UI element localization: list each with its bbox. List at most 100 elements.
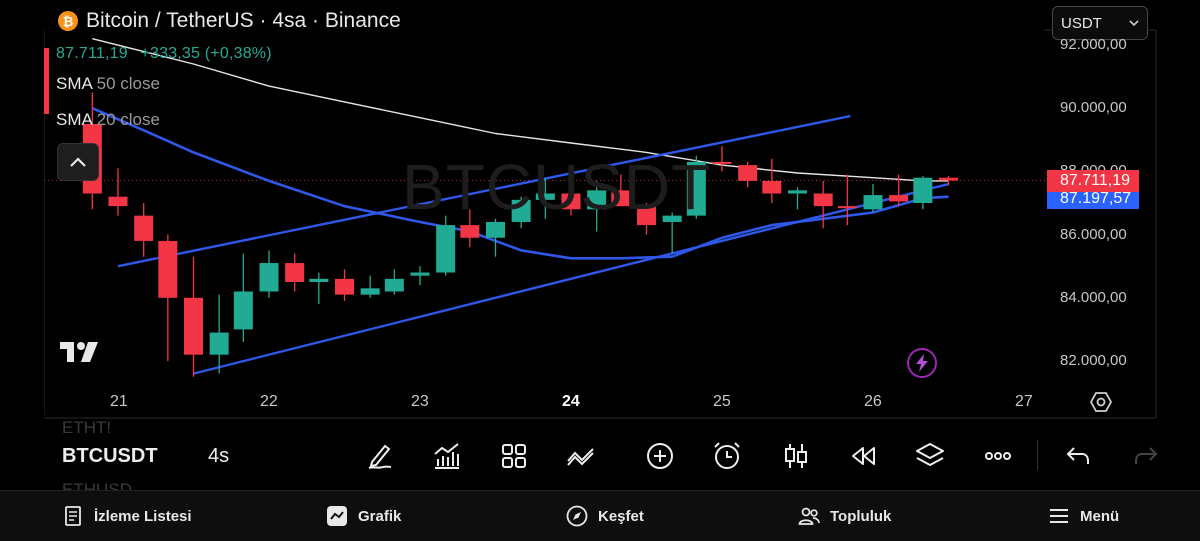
sma20-line [91,107,949,260]
chevron-down-icon [1129,20,1139,27]
candle-body-down [184,297,203,355]
price-change: +333,35 (+0,38%) [140,45,272,62]
bitcoin-icon: ₿ [58,11,78,31]
compass-icon [566,505,588,527]
collapse-indicators-button[interactable] [57,143,99,181]
indicator-name: SMA [56,74,92,93]
candle-body-up [309,278,329,282]
candle-body-down [335,278,354,295]
nav-label: Keşfet [598,507,644,525]
candle-body-down [285,263,305,282]
more-icon[interactable] [980,438,1016,474]
candle-body-down [134,215,154,241]
indicator-params: 20 close [96,110,160,129]
indicator-name: SMA [56,110,92,129]
undo-icon[interactable] [1060,438,1096,474]
indicator-sma50[interactable]: SMA 50 close [56,74,160,94]
candle-body-up [233,291,253,330]
candle-body-up [913,177,933,203]
candle-body-up [384,278,404,292]
candle-body-up [209,332,229,355]
community-icon [798,507,820,525]
x-axis-label: 26 [864,393,882,410]
price-readout: 87.711,19 +333,35 (+0,38%) [56,45,280,63]
settings-icon[interactable] [1089,391,1113,418]
sma50-line [92,38,949,182]
candle-body-up [587,190,607,210]
layouts-icon[interactable] [496,438,532,474]
alarm-clock-icon[interactable] [709,438,745,474]
indicator-sma20[interactable]: SMA 20 close [56,110,160,130]
x-axis-label: 22 [260,393,278,410]
candle-body-up [436,225,456,273]
replay-icon[interactable] [845,438,881,474]
chevron-up-icon [70,157,86,167]
price-change-indicator [44,48,49,114]
y-axis-label: 82.000,00 [1060,352,1127,369]
candle-body-up [259,263,279,292]
x-axis-label: 23 [411,393,429,410]
candle-body-up [662,215,682,222]
hamburger-menu-icon [1050,509,1068,523]
x-axis-label: 21 [110,393,128,410]
tradingview-logo-icon[interactable] [60,340,104,369]
chart-icon [327,506,347,526]
symbol-selector[interactable]: BTCUSDT [62,445,158,467]
candle-body-down [158,240,178,298]
last-price-tag: 87.711,19 [1047,170,1139,192]
nav-explore[interactable]: Keşfet [566,491,644,541]
candle-body-down [813,193,833,207]
layers-icon[interactable] [912,438,948,474]
bottom-navigation: İzleme Listesi Grafik Keşfet Topluluk Me… [0,490,1200,541]
timeframe-selector[interactable]: 4s [208,445,230,467]
redo-icon[interactable] [1128,438,1164,474]
candle-body-down [889,195,909,202]
nav-menu[interactable]: Menü [1048,491,1119,541]
toolbar-divider [1037,440,1038,470]
candle-body-up [511,199,531,222]
candle-body-up [686,161,706,216]
last-price: 87.711,19 [56,45,128,62]
sma-price-tag: 87.197,57 [1047,189,1139,209]
compare-icon[interactable] [563,438,599,474]
y-axis-label: 86.000,00 [1060,226,1127,243]
drawing-tool-icon[interactable] [362,438,398,474]
price-chart[interactable] [0,0,1200,420]
watchlist-icon [65,506,81,526]
candle-body-up [535,193,555,200]
candle-body-down [108,196,128,207]
candle-body-up [410,272,430,276]
currency-value: USDT [1061,14,1102,32]
candle-body-down [837,206,857,209]
candle-body-down [712,161,732,164]
candle-body-down [738,165,758,181]
flash-icon[interactable] [907,348,937,378]
x-axis-label: 25 [713,393,731,410]
candle-body-up [360,288,380,295]
candle-body-down [460,225,480,238]
nav-watchlist[interactable]: İzleme Listesi [62,491,192,541]
nav-chart[interactable]: Grafik [326,491,401,541]
add-icon[interactable] [642,438,678,474]
candle-body-up [863,195,883,210]
nav-community[interactable]: Topluluk [798,491,891,541]
candle-body-down [611,190,631,207]
candle-body-up [486,221,505,238]
candle-body-down [762,180,782,194]
chart-title[interactable]: Bitcoin / TetherUS · 4sa · Binance [86,9,401,32]
x-axis-label: 27 [1015,393,1033,410]
y-axis-label: 84.000,00 [1060,289,1127,306]
nav-label: İzleme Listesi [94,507,192,525]
prev-symbol-ghost: ETHT! [62,418,112,437]
indicators-icon[interactable] [429,438,465,474]
candlestick-icon[interactable] [778,438,814,474]
candle-body-down [561,193,581,210]
chart-toolbar [0,420,1200,490]
x-axis-label: 24 [562,393,580,410]
nav-label: Topluluk [830,507,892,525]
upper-trendline [117,114,851,268]
nav-label: Menü [1080,507,1120,525]
currency-select[interactable]: USDT [1052,6,1148,40]
y-axis-label: 90.000,00 [1060,99,1127,116]
left-gutter [0,0,44,420]
